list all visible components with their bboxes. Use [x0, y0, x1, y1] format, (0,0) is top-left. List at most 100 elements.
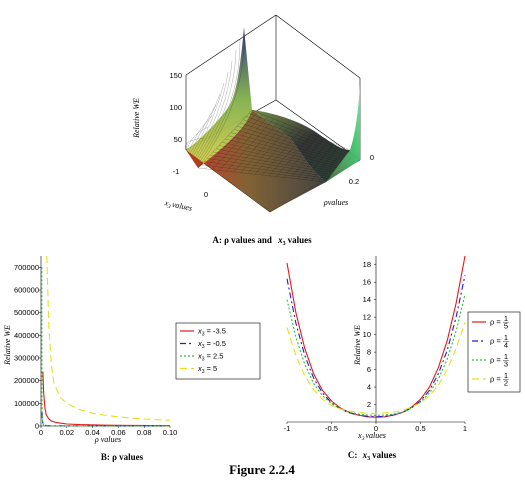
surface-x-tick: 0 [204, 190, 208, 199]
surface-y-tick: 0 [370, 153, 374, 162]
c-legend-numerator: 1 [504, 314, 508, 323]
figure-caption: Figure 2.2.4 [229, 462, 295, 477]
b-y-tick-label: 400000 [14, 331, 39, 340]
c-legend-numerator: 1 [504, 352, 508, 361]
mesh-line [318, 147, 345, 182]
mesh-line [242, 119, 347, 156]
mesh-line [325, 149, 351, 183]
surface-z-tick: 50 [174, 135, 182, 144]
c-legend-denominator: 2 [504, 379, 508, 388]
c-x-tick-label: 0.5 [415, 424, 425, 433]
rho-chart-axes: 0 0.02 0.04 0.06 0.08 0.10 0 100000 200000 300000… [14, 256, 177, 437]
c-y-tick-label: 16 [363, 278, 371, 287]
surface-y-axis-title: ρvalues [323, 198, 348, 207]
c-y-tick-label: 12 [363, 313, 371, 322]
c-series-line-3 [286, 294, 466, 416]
mesh-line [191, 82, 225, 160]
c-x-tick-label: -0.5 [325, 424, 338, 433]
b-x-tick-label: 0.06 [111, 428, 126, 437]
mesh-line [248, 113, 349, 152]
c-legend-denominator: 4 [504, 341, 508, 350]
c-legend-denominator: 5 [504, 322, 508, 331]
rho-chart-legend: x3 = -3.5x3 = -0.5 x3 = 2.5x3 = 5 [175, 322, 261, 380]
c-legend-numerator: 1 [504, 333, 508, 342]
b-legend-label: x3 = -0.5 [197, 339, 226, 350]
mesh-line [185, 137, 205, 151]
x3-chart-x-axis-title: x3values [357, 431, 386, 442]
b-series-line-4 [46, 255, 171, 421]
rho-chart-y-axis-title: Relative WE [3, 325, 12, 366]
c-legend-label: ρ = [490, 318, 501, 327]
b-legend-label: x3 = 2.5 [197, 352, 223, 363]
surface-x-axis-title: x3values [163, 198, 193, 215]
b-x-tick-label: 0.10 [163, 428, 178, 437]
b-series-line-2 [41, 412, 170, 427]
c-series-line-1 [286, 255, 466, 418]
b-y-tick-label: 300000 [14, 354, 39, 363]
c-x-tick-label: -1 [284, 424, 291, 433]
c-y-tick-label: 4 [367, 383, 371, 392]
caption-a: A: ρ values and x3 values [212, 235, 312, 247]
mesh-line [251, 109, 351, 151]
caption-b: B: ρ values [101, 452, 144, 462]
surface-x-tick: -1 [173, 167, 180, 176]
mesh-line [197, 27, 245, 169]
b-legend-label: x3 = -3.5 [197, 327, 226, 338]
c-y-tick-label: 2 [367, 400, 371, 409]
mesh-line [190, 93, 221, 158]
b-legend-box [175, 322, 261, 380]
b-y-tick-label: 600000 [14, 286, 39, 295]
mesh-line [194, 60, 233, 163]
rho-chart-x-axis-title: ρ values [94, 435, 121, 444]
surface-z-axis-title: Relative WE [132, 98, 141, 139]
rho-chart-series [41, 255, 171, 427]
c-y-tick-label: 18 [363, 260, 371, 269]
c-series-line-2 [286, 275, 466, 418]
x3-chart-series [286, 255, 466, 418]
b-y-tick-label: 700000 [14, 263, 39, 272]
x3-chart-y-axis-title: Relative WE [353, 325, 362, 366]
caption-c: C: x3 values [348, 450, 397, 462]
surface-z-tick: 150 [169, 71, 182, 80]
surface-front [186, 110, 326, 212]
surface-z-tick: 100 [169, 103, 182, 112]
surface-chart: 150 100 50 -1 0 00.2 Relative WE x3values ρ… [132, 14, 374, 247]
surface-x-ticks: -1 0 [173, 167, 208, 199]
b-series-line-1 [42, 371, 171, 427]
c-y-tick-label: 6 [367, 365, 371, 374]
mesh-line [245, 116, 348, 154]
c-y-tick-label: 10 [363, 330, 371, 339]
mesh-line [193, 71, 229, 161]
mesh-line [196, 38, 241, 167]
b-x-tick-label: 0.04 [85, 428, 100, 437]
surface-y-ticks: 00.2 [349, 153, 374, 186]
mesh-line [188, 115, 213, 154]
surface-z-ticks: 150 100 50 [169, 71, 182, 144]
surface-mesh [185, 27, 360, 212]
c-y-tick-label: 8 [367, 348, 371, 357]
c-series-line-4 [286, 322, 466, 414]
mesh-line [187, 126, 209, 152]
b-y-tick-label: 200000 [14, 376, 39, 385]
surface-floor [252, 110, 350, 182]
c-legend-label: ρ = [490, 375, 501, 384]
b-y-tick-label: 100000 [14, 399, 39, 408]
b-x-tick-label: 0 [39, 428, 43, 437]
b-x-tick-label: 0.02 [59, 428, 74, 437]
surface-left-wall [186, 28, 252, 168]
b-series-line-3 [41, 267, 170, 427]
c-legend-label: ρ = [490, 337, 501, 346]
surface-right-wall [326, 85, 360, 182]
mesh-line [189, 104, 217, 156]
c-legend-numerator: 1 [504, 371, 508, 380]
c-legend-label: ρ = [490, 356, 501, 365]
c-x-tick-label: 0 [374, 424, 378, 433]
mesh-line [311, 145, 340, 181]
mesh-line [195, 49, 237, 165]
b-y-tick-label: 0 [35, 422, 39, 431]
c-x-tick-label: 1 [463, 424, 467, 433]
b-y-tick-label: 500000 [14, 308, 39, 317]
